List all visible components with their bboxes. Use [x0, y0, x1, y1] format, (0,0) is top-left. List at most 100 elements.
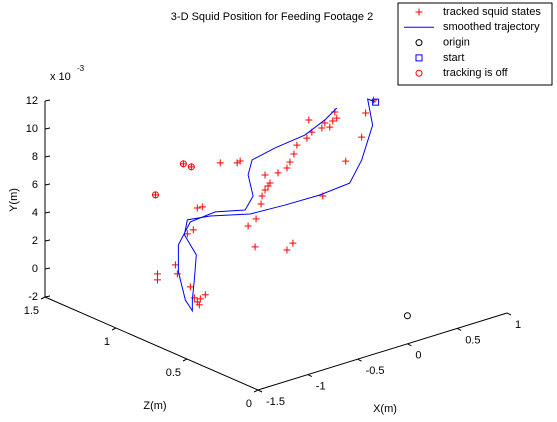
x-tick — [456, 327, 462, 331]
y-tick-label: 4 — [32, 207, 38, 219]
chart-title: 3-D Squid Position for Feeding Footage 2 — [171, 11, 373, 23]
data-point — [293, 141, 301, 149]
z-axis-label: Z(m) — [143, 400, 166, 412]
x-tick-label: -1.5 — [266, 396, 285, 408]
data-point — [283, 164, 291, 172]
x-tick-label: 1 — [515, 319, 521, 331]
data-point — [257, 200, 265, 208]
data-point — [251, 243, 259, 251]
z-tick — [40, 296, 46, 300]
data-point — [171, 261, 179, 269]
z-tick — [182, 358, 188, 362]
x-axis-line — [257, 312, 508, 391]
data-point — [236, 157, 244, 165]
y-tick-label: 2 — [32, 235, 38, 247]
y-tick — [44, 267, 51, 270]
x-tick — [257, 389, 263, 393]
y-tick — [44, 155, 51, 158]
x-tick-label: 0 — [415, 350, 421, 362]
x-tick-label: -1 — [316, 381, 326, 393]
data-point — [305, 116, 313, 124]
data-point — [362, 109, 370, 117]
data-point — [372, 98, 380, 106]
data-point — [358, 133, 366, 141]
data-point — [258, 192, 266, 200]
data-point — [403, 312, 411, 320]
data-point — [186, 283, 194, 291]
data-point — [303, 134, 311, 142]
legend-symbol — [415, 69, 423, 77]
data-point — [193, 204, 201, 212]
legend-box — [397, 2, 553, 86]
z-tick-label: 0 — [246, 398, 252, 410]
z-tick-label: 1.5 — [24, 305, 39, 317]
data-point — [264, 182, 272, 190]
y-scale-base: x 10 — [50, 71, 71, 83]
data-point — [289, 239, 297, 247]
data-point — [342, 157, 350, 165]
y-tick-label: 12 — [26, 95, 38, 107]
x-axis-label: X(m) — [373, 403, 397, 415]
data-point — [153, 276, 161, 284]
z-tick — [111, 327, 117, 331]
data-point — [329, 117, 337, 125]
x-tick — [307, 374, 313, 378]
point-cross — [179, 160, 187, 168]
y-tick — [44, 239, 51, 242]
y-tick-label: 6 — [32, 179, 38, 191]
y-tick — [44, 211, 51, 214]
data-point — [283, 246, 291, 254]
data-point — [261, 171, 269, 179]
data-point — [333, 114, 341, 122]
y-tick — [44, 183, 51, 186]
y-tick-label: 0 — [32, 263, 38, 275]
y-scale-exponent: -3 — [77, 64, 85, 73]
data-point — [252, 215, 260, 223]
point-cross — [151, 191, 159, 199]
x-tick — [506, 312, 512, 316]
z-axis-line — [44, 296, 259, 391]
data-point — [290, 150, 298, 158]
data-point — [153, 270, 161, 278]
legend-label: tracked squid states — [443, 6, 541, 18]
data-point — [196, 295, 204, 303]
data-point — [274, 169, 282, 177]
z-tick-label: 0.5 — [166, 367, 181, 379]
data-point — [244, 222, 252, 230]
y-tick-label: 10 — [26, 123, 38, 135]
data-point — [261, 186, 269, 194]
legend-symbol — [415, 8, 423, 16]
data-point — [326, 123, 334, 131]
data-point — [198, 203, 206, 211]
data-point — [318, 124, 326, 132]
data-point — [286, 158, 294, 166]
y-tick-label: 8 — [32, 151, 38, 163]
legend-label: origin — [443, 37, 470, 49]
legend-label: smoothed trajectory — [443, 21, 540, 33]
legend-symbol — [415, 54, 423, 62]
data-point — [173, 270, 181, 278]
y-tick — [44, 127, 51, 130]
y-tick-label: -2 — [28, 291, 38, 303]
data-point — [321, 119, 329, 127]
y-axis-label: Y(m) — [8, 188, 20, 212]
x-tick — [407, 343, 412, 347]
trajectory-line — [177, 98, 376, 313]
x-tick-label: -0.5 — [366, 365, 385, 377]
legend-label: tracking is off — [443, 67, 509, 79]
data-point — [201, 291, 209, 299]
y-tick — [44, 99, 51, 102]
data-point — [216, 159, 224, 167]
data-point — [190, 294, 198, 302]
z-tick — [253, 389, 259, 393]
data-point — [189, 226, 197, 234]
data-point — [195, 301, 203, 309]
z-tick-label: 1 — [104, 336, 110, 348]
y-tick — [44, 295, 51, 298]
legend-symbol — [415, 39, 423, 47]
legend-label: start — [443, 52, 464, 64]
x-tick-label: 0.5 — [465, 334, 480, 346]
x-tick — [357, 358, 362, 362]
point-cross — [187, 163, 195, 171]
